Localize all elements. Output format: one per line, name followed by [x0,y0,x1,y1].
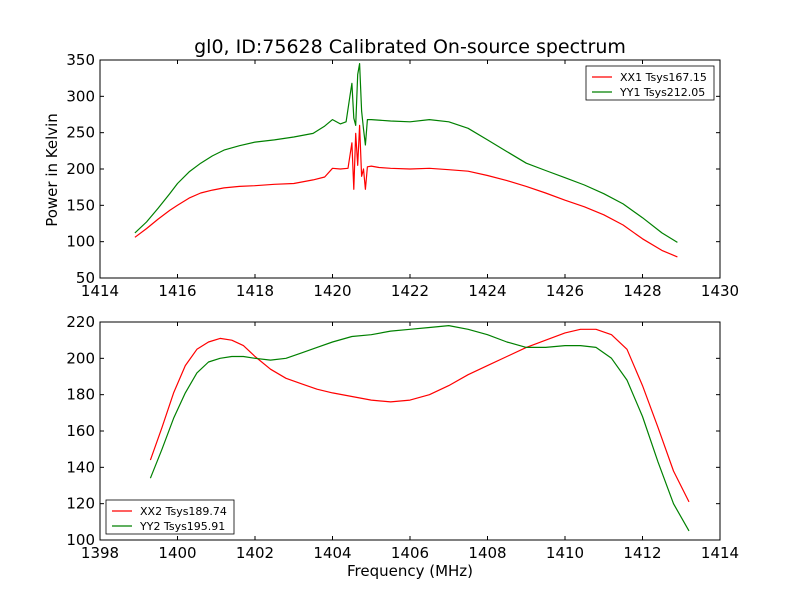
y-tick-label: 200 [66,349,95,367]
legend-box [585,65,715,101]
x-axis-label: Frequency (MHz) [347,562,473,580]
legend: XX1 Tsys167.15 YY1 Tsys212.05 [585,65,715,101]
legend-entry: XX2 Tsys189.74 [140,505,227,518]
series-line-1-0 [149,328,690,503]
series-line-0-1 [134,62,678,243]
x-tick-label: 1400 [158,544,196,562]
legend-entry: YY1 Tsys212.05 [619,86,705,99]
x-tick-label: 1422 [391,282,429,300]
top-spectrum-panel: 1414 1416 1418 1420 1422 1424 1426 1428 1430 50 10… [66,51,739,300]
legend: XX2 Tsys189.74 YY2 Tsys195.91 [105,499,235,535]
x-tick-label: 1408 [468,544,506,562]
x-tick-label: 1430 [701,282,739,300]
y-tick-label: 250 [66,124,95,142]
x-tick-label: 1424 [468,282,506,300]
x-tick-label: 1414 [81,282,119,300]
y-tick-label: 120 [66,495,95,513]
y-tick-label: 220 [66,313,95,331]
legend-entry: YY2 Tsys195.91 [139,520,225,533]
x-tick-label: 1402 [236,544,274,562]
x-tick-label: 1428 [623,282,661,300]
x-tick-label: 1404 [313,544,351,562]
x-tick-label: 1398 [81,544,119,562]
x-tick-label: 1414 [701,544,739,562]
x-tick-label: 1406 [391,544,429,562]
y-tick-label: 160 [66,422,95,440]
y-tick-label: 50 [76,269,95,287]
bottom-spectrum-panel: 1398 1400 1402 1404 1406 1408 1410 1412 1414 100 1… [66,313,739,562]
y-tick-label: 350 [66,51,95,69]
x-tick-label: 1410 [546,544,584,562]
series-line-0-0 [134,124,678,258]
y-tick-label: 150 [66,196,95,214]
x-tick-label: 1420 [313,282,351,300]
y-tick-label: 300 [66,87,95,105]
series-line-1-1 [149,325,690,532]
y-axis-label: Power in Kelvin [43,113,61,227]
legend-entry: XX1 Tsys167.15 [620,71,707,84]
x-tick-label: 1418 [236,282,274,300]
figure-title: gl0, ID:75628 Calibrated On-source spect… [194,36,626,58]
legend-box [105,499,235,535]
x-tick-label: 1412 [623,544,661,562]
y-tick-label: 200 [66,160,95,178]
y-tick-label: 180 [66,386,95,404]
y-tick-label: 100 [66,233,95,251]
y-tick-label: 140 [66,458,95,476]
x-tick-label: 1426 [546,282,584,300]
y-tick-label: 100 [66,531,95,549]
x-tick-label: 1416 [158,282,196,300]
